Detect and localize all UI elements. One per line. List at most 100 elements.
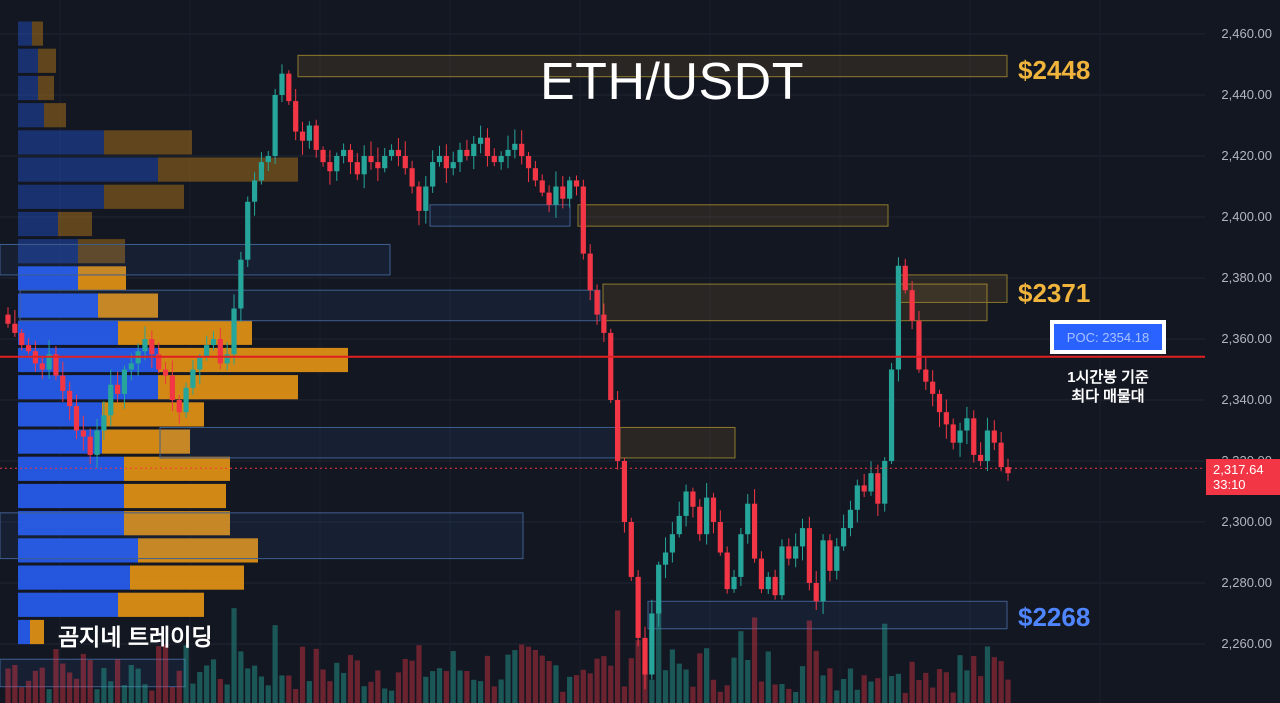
volume-bar xyxy=(813,650,819,703)
volume-bar xyxy=(334,662,340,703)
volume-bar xyxy=(854,689,860,703)
volume-profile-sell xyxy=(130,565,244,590)
volume-profile-sell xyxy=(124,483,226,509)
volume-bar xyxy=(943,672,949,703)
volume-profile-sell xyxy=(38,48,56,73)
candle-body xyxy=(834,546,840,571)
candle-body xyxy=(642,637,648,675)
candle-body xyxy=(299,131,306,141)
candle-body xyxy=(197,357,203,370)
volume-bar xyxy=(430,671,436,703)
candle-body xyxy=(39,363,45,370)
candle-body xyxy=(94,430,100,455)
last-price-tag: 2,317.64 33:10 xyxy=(1206,459,1280,495)
volume-bar xyxy=(950,692,956,703)
y-tick-label: 2,440.00 xyxy=(1221,87,1272,102)
volume-bar xyxy=(793,691,799,703)
volume-profile-buy xyxy=(18,75,38,101)
volume-bar xyxy=(984,646,991,703)
volume-bar xyxy=(286,675,292,703)
candle-body xyxy=(478,137,484,144)
volume-bar xyxy=(936,669,943,703)
candle-body xyxy=(669,534,675,553)
volume-bar xyxy=(464,671,470,703)
volume-bar xyxy=(375,670,381,703)
candle-body xyxy=(882,461,888,504)
candle-body xyxy=(594,290,600,315)
candle-body xyxy=(464,149,470,156)
candle-body xyxy=(169,375,175,400)
volume-profile-buy xyxy=(18,48,38,73)
volume-bar xyxy=(806,620,812,703)
volume-bar xyxy=(25,680,32,703)
volume-bar xyxy=(197,672,203,703)
volume-bar xyxy=(546,660,552,703)
volume-bar xyxy=(73,678,80,703)
volume-profile-buy xyxy=(18,21,32,46)
volume-bar xyxy=(395,672,402,703)
volume-profile-buy xyxy=(18,592,118,617)
candle-body xyxy=(279,73,285,95)
candle-body xyxy=(114,384,121,394)
candle-body xyxy=(854,485,860,510)
price-zone xyxy=(297,54,1008,78)
volume-bar xyxy=(94,689,100,703)
volume-bar xyxy=(128,664,134,703)
price-zone xyxy=(647,600,1008,630)
volume-bar xyxy=(204,665,210,703)
candle-body xyxy=(156,354,162,370)
volume-bar xyxy=(293,689,299,703)
volume-bar xyxy=(765,651,771,703)
volume-bar xyxy=(190,683,196,703)
candle-body xyxy=(580,186,586,254)
volume-bar xyxy=(690,686,696,703)
volume-profile-buy xyxy=(18,211,58,237)
candle-body xyxy=(375,162,381,169)
volume-profile-buy xyxy=(18,375,158,400)
candle-body xyxy=(587,253,593,291)
candle-body xyxy=(710,497,717,522)
volume-bar xyxy=(573,675,580,703)
volume-bar xyxy=(258,676,265,703)
volume-bar xyxy=(930,687,936,703)
volume-bar xyxy=(580,669,586,703)
candle-body xyxy=(827,540,833,571)
y-tick-label: 2,360.00 xyxy=(1221,331,1272,346)
volume-bar xyxy=(176,670,182,703)
volume-bar xyxy=(861,675,867,703)
candle-body xyxy=(662,552,669,565)
volume-bar xyxy=(265,685,271,703)
volume-bar xyxy=(279,675,285,703)
candle-body xyxy=(1005,467,1011,474)
volume-bar xyxy=(210,659,217,703)
candle-body xyxy=(868,473,874,492)
price-zone xyxy=(159,426,621,459)
volume-profile-buy xyxy=(18,320,118,345)
volume-bar xyxy=(820,675,826,703)
candle-body xyxy=(286,73,292,102)
volume-bar xyxy=(299,646,306,703)
volume-bar xyxy=(217,678,223,703)
volume-bar xyxy=(423,676,429,703)
volume-profile-sell xyxy=(78,266,126,291)
candle-body xyxy=(265,156,271,163)
candle-body xyxy=(683,491,689,516)
volume-profile-sell xyxy=(102,429,190,454)
volume-bar xyxy=(80,653,86,703)
candle-body xyxy=(717,522,723,553)
candle-body xyxy=(950,424,956,443)
volume-bar xyxy=(621,686,628,703)
volume-bar xyxy=(388,690,395,703)
candle-body xyxy=(902,265,908,291)
volume-bar xyxy=(149,690,155,703)
volume-bar xyxy=(614,610,621,703)
volume-profile-buy xyxy=(18,402,102,427)
candle-body xyxy=(539,180,545,193)
volume-profile-sell xyxy=(158,375,298,400)
volume-profile-sell xyxy=(58,211,92,237)
candle-body xyxy=(46,354,52,370)
candle-body xyxy=(936,393,943,413)
volume-bar xyxy=(53,649,59,703)
y-tick-label: 2,260.00 xyxy=(1221,636,1272,651)
y-tick-label: 2,380.00 xyxy=(1221,270,1272,285)
